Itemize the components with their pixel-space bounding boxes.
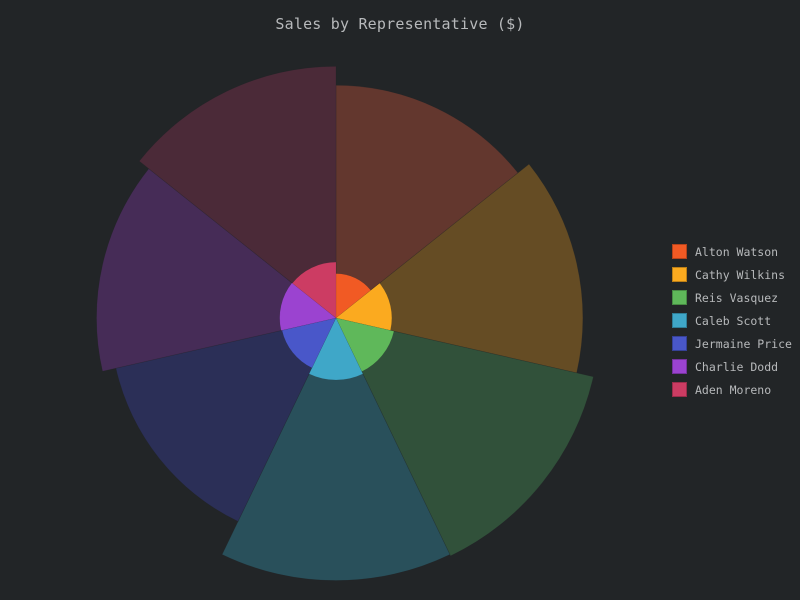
inner-ring	[279, 261, 395, 381]
legend-item[interactable]: Alton Watson	[672, 240, 792, 263]
legend-swatch	[672, 244, 687, 259]
inner-slice-2[interactable]	[335, 282, 393, 331]
outer-slice-7[interactable]	[138, 66, 337, 319]
legend-label: Jermaine Price	[695, 336, 792, 351]
legend-label: Aden Moreno	[695, 382, 772, 397]
chart-title: Sales by Representative ($)	[275, 15, 525, 33]
legend-item[interactable]: Charlie Dodd	[672, 355, 792, 378]
legend-swatch	[672, 267, 687, 282]
legend: Alton Watson Cathy Wilkins Reis Vasquez Cal…	[672, 240, 792, 401]
legend-item[interactable]: Reis Vasquez	[672, 286, 792, 309]
outer-slice-3[interactable]	[335, 317, 594, 557]
inner-slice-1[interactable]	[335, 273, 372, 319]
outer-slice-6[interactable]	[96, 168, 337, 372]
outer-ring	[96, 66, 594, 581]
legend-label: Alton Watson	[695, 244, 779, 259]
legend-label: Caleb Scott	[695, 313, 772, 328]
legend-swatch	[672, 382, 687, 397]
legend-item[interactable]: Aden Moreno	[672, 378, 792, 401]
inner-slice-5[interactable]	[281, 317, 337, 369]
legend-swatch	[672, 290, 687, 305]
outer-slice-2[interactable]	[335, 163, 584, 374]
inner-slice-7[interactable]	[292, 261, 337, 319]
legend-swatch	[672, 313, 687, 328]
legend-item[interactable]: Caleb Scott	[672, 309, 792, 332]
inner-slice-3[interactable]	[335, 317, 395, 372]
legend-label: Cathy Wilkins	[695, 267, 786, 282]
legend-swatch	[672, 336, 687, 351]
outer-slice-5[interactable]	[115, 317, 337, 522]
legend-item[interactable]: Jermaine Price	[672, 332, 792, 355]
legend-swatch	[672, 359, 687, 374]
outer-slice-1[interactable]	[335, 84, 519, 319]
legend-label: Charlie Dodd	[695, 359, 779, 374]
outer-slice-4[interactable]	[221, 317, 451, 581]
inner-slice-6[interactable]	[279, 282, 337, 331]
legend-label: Reis Vasquez	[695, 290, 779, 305]
inner-slice-4[interactable]	[308, 317, 364, 381]
legend-item[interactable]: Cathy Wilkins	[672, 263, 792, 286]
